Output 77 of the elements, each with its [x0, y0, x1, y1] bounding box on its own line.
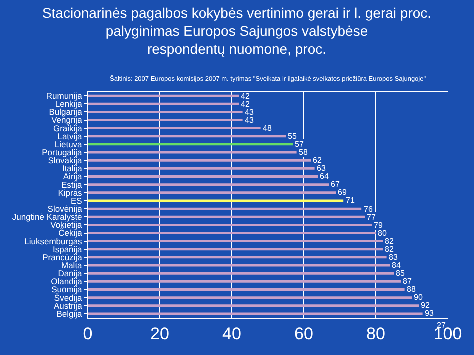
bar: [88, 110, 243, 114]
data-label: 57: [295, 140, 304, 149]
bar: [88, 224, 372, 226]
bar: [88, 119, 243, 122]
data-label: 92: [421, 301, 430, 310]
bar: [88, 184, 330, 186]
y-tick-label: Portugalija: [42, 148, 83, 158]
data-label: 83: [389, 253, 398, 262]
data-label: 84: [392, 261, 402, 270]
bar: [88, 280, 402, 283]
bar: [88, 216, 366, 218]
data-label: 82: [385, 245, 394, 254]
data-label: 80: [378, 229, 388, 238]
data-label: 88: [407, 285, 416, 294]
bar: [88, 240, 384, 243]
bar: [88, 135, 286, 138]
data-label: 43: [245, 116, 254, 125]
x-tick-label: 40: [222, 324, 242, 344]
bar: [88, 102, 240, 106]
data-label: 82: [385, 237, 394, 246]
x-tick-label: 60: [294, 324, 314, 344]
data-label: 48: [263, 124, 272, 133]
y-tick-label: Danija: [58, 268, 83, 279]
y-tick-label: Slovakija: [48, 156, 83, 166]
y-tick-label: Čekija: [58, 228, 83, 238]
bar: [88, 159, 312, 162]
bar: [88, 192, 336, 194]
bar: [88, 264, 390, 267]
data-label: 69: [338, 188, 348, 197]
data-label: 93: [425, 309, 434, 318]
bar: [88, 94, 240, 98]
data-label: 42: [241, 100, 250, 109]
x-tick-label: 80: [366, 324, 386, 344]
y-tick-label: Malta: [62, 260, 83, 271]
data-label: 79: [374, 221, 384, 230]
y-tick-label: Vengrija: [52, 115, 83, 126]
data-label: 71: [346, 196, 356, 205]
data-label: 85: [396, 269, 406, 278]
data-label: 90: [414, 293, 424, 302]
bar: [88, 232, 376, 234]
y-tick-label: Olandija: [51, 276, 83, 287]
data-label: 43: [245, 108, 254, 117]
data-label: 63: [317, 164, 326, 173]
bar: [88, 248, 384, 251]
y-tick-label: Airija: [63, 172, 83, 182]
y-tick-label: Italija: [62, 164, 83, 174]
y-tick-label: ES: [70, 196, 83, 206]
data-label: 76: [364, 205, 374, 214]
bar: [88, 288, 405, 291]
bar: [88, 272, 394, 275]
data-label: 67: [331, 180, 340, 189]
data-label: 77: [367, 213, 376, 222]
bar: [88, 151, 297, 154]
y-tick-label: Jungtinė Karalystė: [12, 212, 83, 222]
x-tick-label: 0: [83, 324, 93, 344]
data-label: 62: [313, 156, 322, 165]
y-tick-label: Estija: [62, 180, 83, 190]
bar: [88, 296, 412, 300]
data-label: 42: [241, 92, 250, 101]
bar: [88, 208, 362, 210]
bar: [88, 176, 318, 178]
bar: [88, 127, 261, 130]
chart-title: Stacionarinės pagalbos kokybės vertinimo gerai ir l. gerai proc. palyginimas Europos Sajungos valstybėse respondentų nuomone, proc.: [42, 4, 432, 58]
y-tick-label: Bulgarija: [49, 107, 83, 118]
x-tick-label: 20: [150, 324, 170, 344]
y-tick-label: Suomija: [52, 284, 83, 295]
data-label: 58: [299, 148, 308, 157]
y-tick-label: Slovėnija: [48, 204, 83, 214]
bar: [88, 304, 420, 308]
data-label: 55: [288, 132, 298, 141]
data-label: 87: [403, 277, 412, 286]
y-tick-label: Rumunija: [46, 91, 83, 102]
bar: [88, 167, 315, 170]
y-tick-label: Švedija: [54, 292, 83, 303]
y-tick-label: Vokietija: [50, 220, 83, 230]
y-tick-label: Lenkija: [55, 99, 83, 110]
data-label: 64: [320, 172, 330, 181]
